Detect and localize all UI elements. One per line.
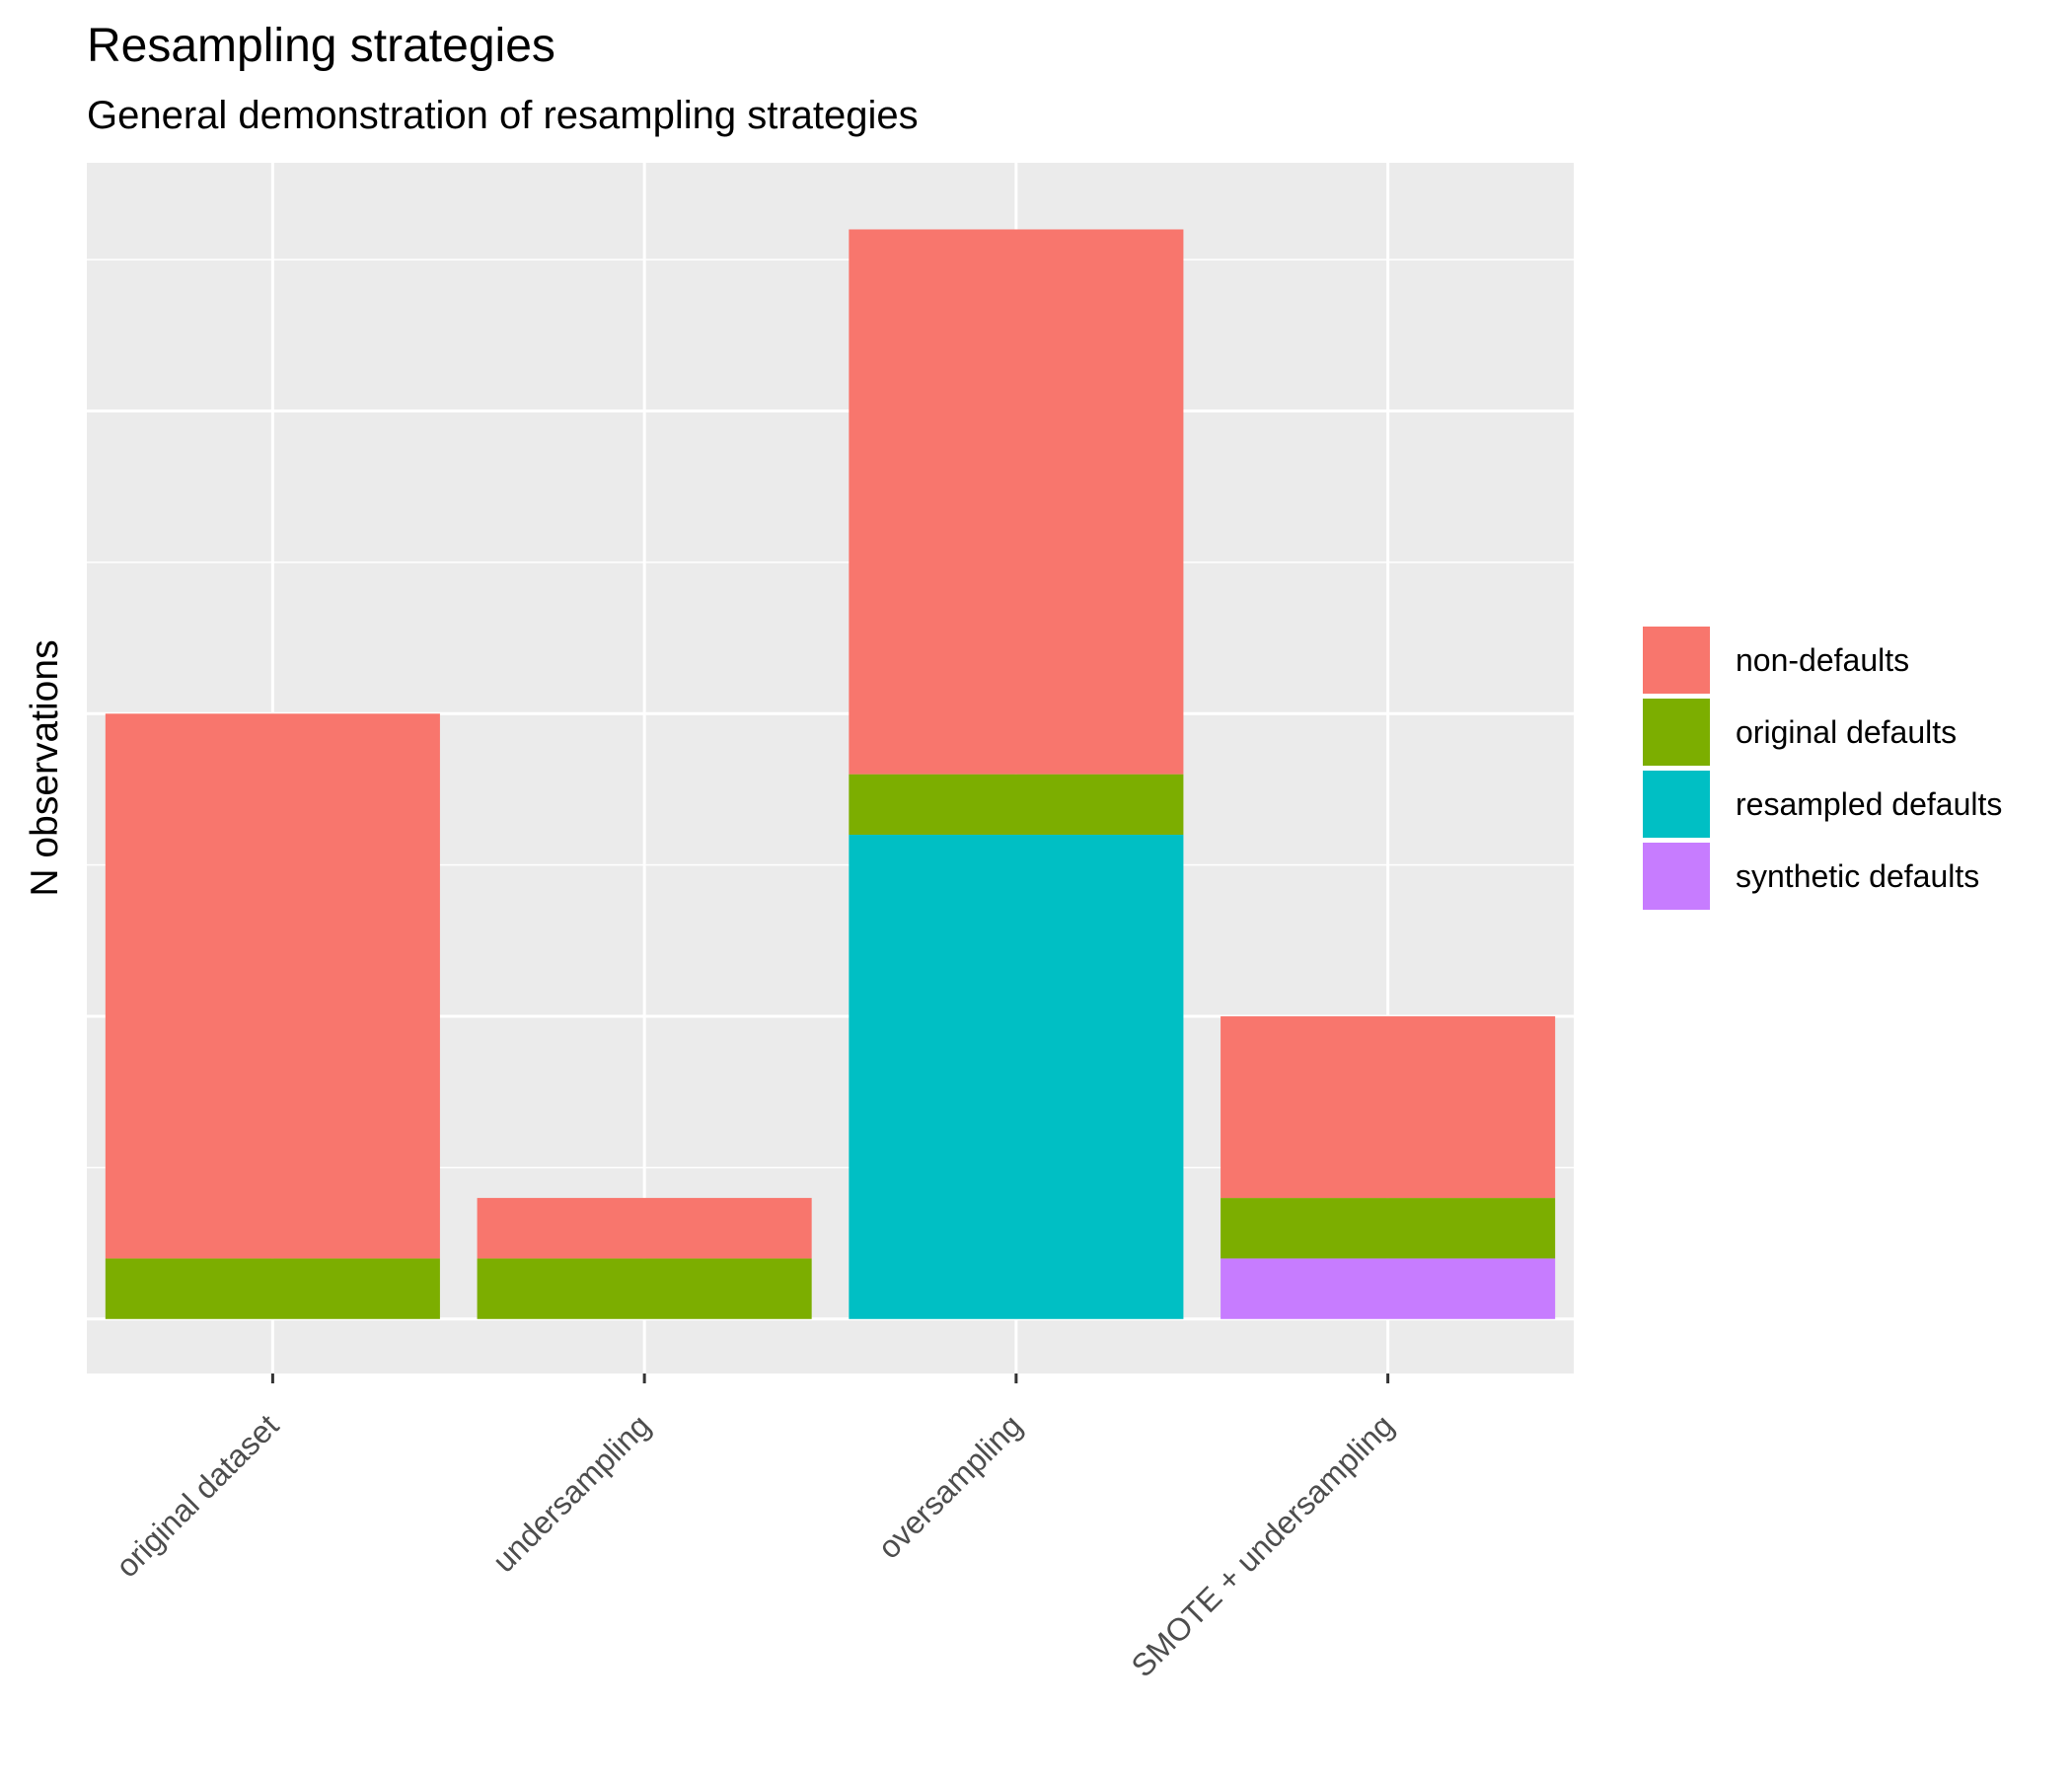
x-tick-label: original dataset <box>109 1407 285 1584</box>
y-axis-title: N observations <box>24 639 66 896</box>
legend-key-non-defaults <box>1643 627 1710 694</box>
legend-label: non-defaults <box>1736 642 1909 678</box>
bar-segment-original-defaults <box>849 774 1184 835</box>
bars <box>105 229 1556 1319</box>
legend: non-defaults original defaults resampled d… <box>1643 627 2002 910</box>
x-tick-label: oversampling <box>871 1407 1029 1565</box>
legend-label: resampled defaults <box>1736 786 2002 822</box>
x-tick-label: undersampling <box>485 1407 657 1579</box>
legend-key-resampled-defaults <box>1643 771 1710 838</box>
bar-segment-resampled-defaults <box>849 834 1184 1319</box>
bar-segment-original-defaults <box>1221 1198 1556 1259</box>
bar-segment-non-defaults <box>477 1198 812 1259</box>
bar-segment-synthetic-defaults <box>1221 1258 1556 1319</box>
legend-label: synthetic defaults <box>1736 858 1979 894</box>
bar-segment-original-defaults <box>105 1258 440 1319</box>
bar-segment-non-defaults <box>1221 1016 1556 1199</box>
chart-title: Resampling strategies <box>87 20 555 72</box>
bar-segment-non-defaults <box>105 713 440 1259</box>
chart-subtitle: General demonstration of resampling stra… <box>87 94 919 137</box>
bar-segment-non-defaults <box>849 229 1184 775</box>
legend-label: original defaults <box>1736 714 1957 750</box>
legend-key-original-defaults <box>1643 699 1710 766</box>
x-tick-label: SMOTE + undersampling <box>1124 1407 1400 1683</box>
bar-segment-original-defaults <box>477 1258 812 1319</box>
x-axis: original dataset undersampling oversamplin… <box>109 1373 1401 1684</box>
legend-key-synthetic-defaults <box>1643 843 1710 910</box>
